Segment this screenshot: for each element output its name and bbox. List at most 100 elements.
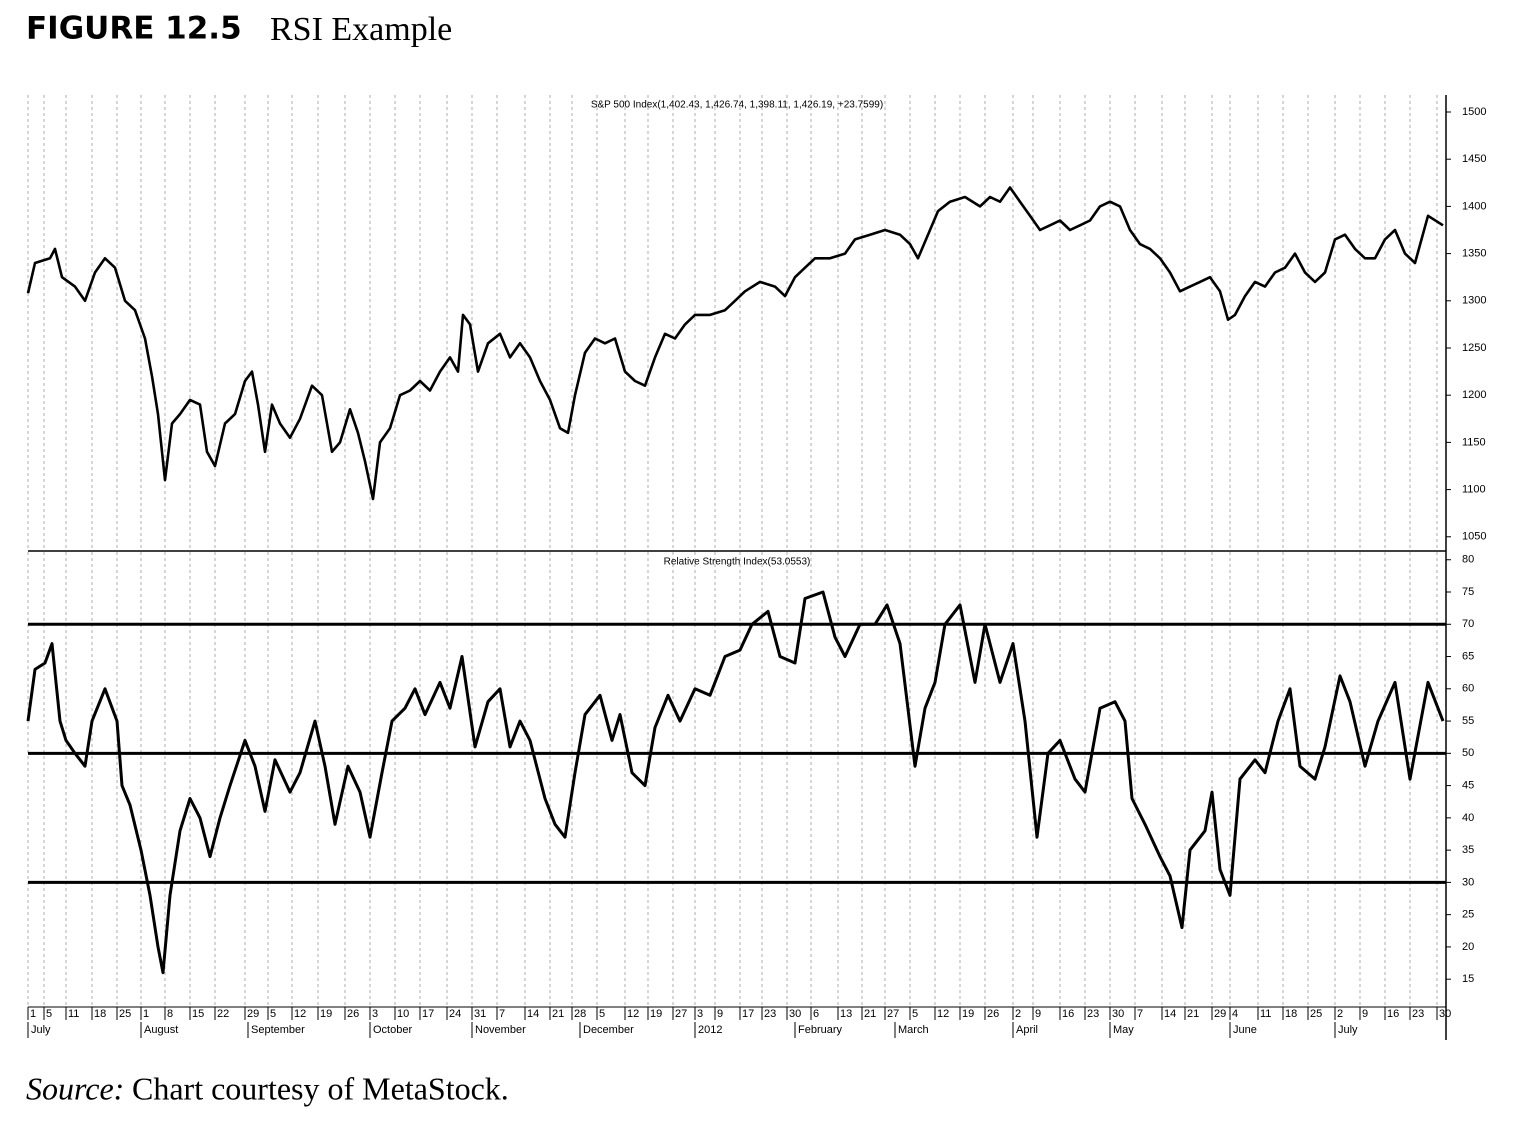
y-tick-label: 30 <box>1462 876 1474 888</box>
y-tick-label: 1400 <box>1462 200 1486 212</box>
y-tick-label: 1150 <box>1462 436 1486 448</box>
x-tick-label: 19 <box>962 1008 974 1020</box>
x-tick-label: 7 <box>499 1008 505 1020</box>
x-tick-label: 31 <box>474 1008 486 1020</box>
month-label: May <box>1113 1024 1134 1036</box>
month-label: April <box>1016 1024 1038 1036</box>
x-tick-label: 18 <box>1285 1008 1297 1020</box>
month-label: August <box>144 1024 178 1036</box>
month-label: June <box>1233 1024 1257 1036</box>
x-tick-label: 25 <box>119 1008 131 1020</box>
y-tick-label: 75 <box>1462 586 1474 598</box>
x-tick-label: 21 <box>552 1008 564 1020</box>
y-tick-label: 35 <box>1462 844 1474 856</box>
month-label: July <box>1338 1024 1358 1036</box>
x-tick-label: 9 <box>1362 1008 1368 1020</box>
y-tick-label: 50 <box>1462 747 1474 759</box>
series-line <box>26 186 1444 501</box>
figure-label: FIGURE 12.5 <box>26 11 242 47</box>
x-tick-label: 5 <box>270 1008 276 1020</box>
x-tick-label: 14 <box>527 1008 539 1020</box>
x-tick-label: 9 <box>1035 1008 1041 1020</box>
x-tick-label: 6 <box>813 1008 819 1020</box>
month-label: July <box>31 1024 51 1036</box>
x-tick-label: 9 <box>717 1008 723 1020</box>
x-tick-label: 1 <box>143 1008 149 1020</box>
x-tick-label: 15 <box>192 1008 204 1020</box>
x-tick-label: 16 <box>1062 1008 1074 1020</box>
x-tick-label: 29 <box>247 1008 259 1020</box>
x-tick-label: 21 <box>864 1008 876 1020</box>
month-label: March <box>898 1024 929 1036</box>
x-tick-label: 17 <box>422 1008 434 1020</box>
x-tick-label: 12 <box>937 1008 949 1020</box>
x-tick-label: 5 <box>912 1008 918 1020</box>
x-tick-label: 26 <box>347 1008 359 1020</box>
panel-title: S&P 500 Index(1,402.43, 1,426.74, 1,398.… <box>591 100 883 111</box>
x-tick-label: 30 <box>1439 1008 1451 1020</box>
month-label: September <box>251 1024 305 1036</box>
x-tick-label: 3 <box>697 1008 703 1020</box>
y-tick-label: 40 <box>1462 812 1474 824</box>
x-tick-label: 12 <box>294 1008 306 1020</box>
y-tick-label: 1300 <box>1462 295 1486 307</box>
y-tick-label: 1200 <box>1462 389 1486 401</box>
y-tick-label: 55 <box>1462 715 1474 727</box>
month-label: February <box>798 1024 843 1036</box>
x-tick-label: 27 <box>887 1008 899 1020</box>
x-tick-label: 27 <box>675 1008 687 1020</box>
x-tick-label: 5 <box>46 1008 52 1020</box>
y-tick-label: 1500 <box>1462 106 1486 118</box>
source-label: Source: <box>26 1070 124 1106</box>
y-tick-label: 1050 <box>1462 531 1486 543</box>
x-tick-label: 1 <box>30 1008 36 1020</box>
x-tick-label: 30 <box>789 1008 801 1020</box>
month-label: December <box>583 1024 634 1036</box>
y-tick-label: 45 <box>1462 780 1474 792</box>
y-tick-label: 15 <box>1462 973 1474 985</box>
month-label: October <box>373 1024 412 1036</box>
figure-title: RSI Example <box>270 11 452 48</box>
x-tick-label: 16 <box>1387 1008 1399 1020</box>
y-tick-label: 1250 <box>1462 342 1486 354</box>
panel-title: Relative Strength Index(53.0553) <box>664 557 811 568</box>
y-tick-label: 20 <box>1462 941 1474 953</box>
x-tick-label: 29 <box>1214 1008 1226 1020</box>
x-tick-label: 17 <box>742 1008 754 1020</box>
x-tick-label: 13 <box>840 1008 852 1020</box>
y-tick-label: 80 <box>1462 554 1474 566</box>
y-tick-label: 70 <box>1462 618 1474 630</box>
x-tick-label: 8 <box>167 1008 173 1020</box>
x-tick-label: 3 <box>372 1008 378 1020</box>
x-tick-label: 23 <box>1087 1008 1099 1020</box>
x-tick-label: 28 <box>574 1008 586 1020</box>
x-tick-label: 4 <box>1232 1008 1238 1020</box>
x-tick-label: 26 <box>987 1008 999 1020</box>
x-tick-label: 2 <box>1015 1008 1021 1020</box>
x-tick-label: 21 <box>1187 1008 1199 1020</box>
y-tick-label: 25 <box>1462 909 1474 921</box>
x-tick-label: 23 <box>764 1008 776 1020</box>
x-tick-label: 22 <box>217 1008 229 1020</box>
x-tick-label: 19 <box>320 1008 332 1020</box>
y-tick-label: 1350 <box>1462 247 1486 259</box>
x-tick-label: 11 <box>68 1008 79 1020</box>
month-label: November <box>475 1024 526 1036</box>
x-tick-label: 5 <box>599 1008 605 1020</box>
x-tick-label: 14 <box>1164 1008 1176 1020</box>
y-tick-label: 1450 <box>1462 153 1486 165</box>
x-tick-label: 30 <box>1112 1008 1124 1020</box>
y-tick-label: 60 <box>1462 683 1474 695</box>
x-tick-label: 25 <box>1310 1008 1322 1020</box>
x-tick-label: 10 <box>397 1008 409 1020</box>
x-tick-label: 12 <box>627 1008 639 1020</box>
x-tick-label: 2 <box>1337 1008 1343 1020</box>
source-text: Chart courtesy of MetaStock. <box>132 1070 509 1106</box>
x-tick-label: 7 <box>1137 1008 1143 1020</box>
x-tick-label: 19 <box>650 1008 662 1020</box>
y-tick-label: 65 <box>1462 650 1474 662</box>
x-tick-label: 18 <box>94 1008 106 1020</box>
x-tick-label: 24 <box>449 1008 461 1020</box>
